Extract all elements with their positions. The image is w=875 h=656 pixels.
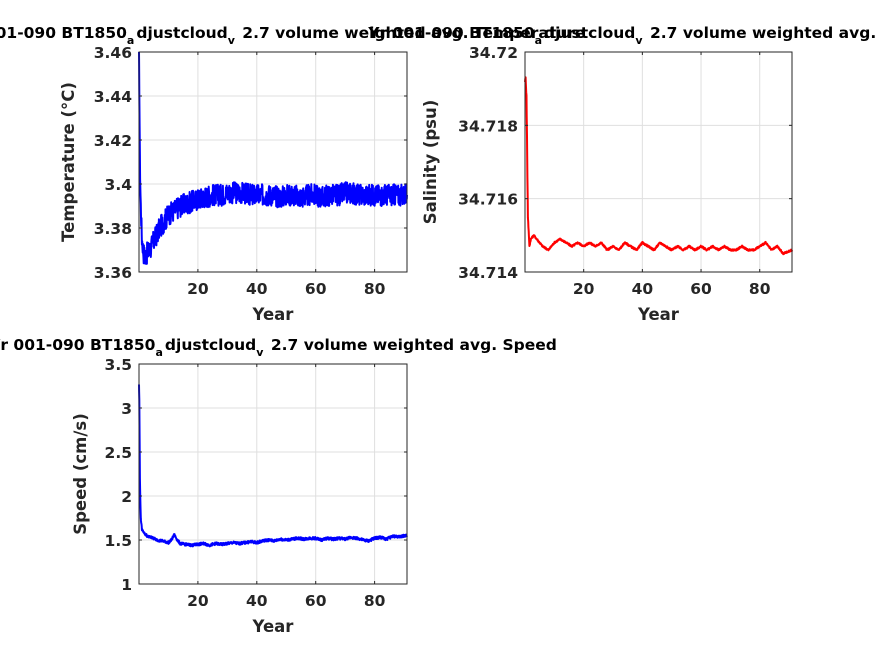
y-tick-label: 3.38 [94,220,132,238]
y-tick-label: 3.5 [105,356,132,374]
y-axis-label: Salinity (psu) [421,100,440,225]
y-tick-label: 3.4 [105,176,133,194]
axes-box [138,51,408,273]
series-line-1 [138,51,408,265]
x-tick-label: 60 [305,280,327,298]
y-tick-label: 3.44 [94,88,132,106]
y-tick-label: 3 [121,400,132,418]
plot-area [525,52,792,272]
x-tick-label: 40 [246,592,268,610]
x-tick-label: 20 [187,592,209,610]
y-tick-label: 34.718 [458,117,518,135]
y-tick-label: 1.5 [105,532,132,550]
y-tick-label: 1 [121,576,132,594]
x-tick-label: 20 [187,280,209,298]
x-tick-label: 80 [364,592,386,610]
x-axis-label: Year [252,617,295,636]
series-line-1 [138,384,408,548]
series-line-1 [524,76,793,256]
y-tick-label: 3.46 [94,44,132,62]
plot-area [139,364,407,584]
x-tick-label: 20 [573,280,595,298]
axes-box [524,51,793,273]
x-axis-label: Year [252,305,295,324]
y-tick-label: 34.714 [458,264,518,282]
x-tick-label: 60 [690,280,712,298]
y-tick-label: 3.36 [94,264,132,282]
y-axis-label: Temperature (°C) [59,82,78,242]
y-tick-label: 2 [121,488,132,506]
y-tick-label: 3.42 [94,132,132,150]
x-tick-label: 60 [305,592,327,610]
x-axis-label: Year [637,305,680,324]
y-tick-label: 34.72 [469,44,518,62]
x-tick-label: 40 [632,280,654,298]
chart-panel-3: 20 40 60 80 1 1.5 2 2.5 3 3.5 Year Speed (cm/s) Yr 0… [0,336,557,636]
y-tick-label: 2.5 [105,444,132,462]
y-tick-label: 34.716 [458,191,518,209]
x-tick-label: 80 [749,280,771,298]
x-tick-label: 80 [364,280,386,298]
chart-panel-2: 20 40 60 80 34.714 34.716 34.718 34.72 Year Salin… [367,24,875,324]
chart-panel-1: 20 40 60 80 3.36 3.38 3.4 3.42 3.44 3.46 Year Tempe… [0,24,585,324]
x-tick-label: 40 [246,280,268,298]
plot-area [139,52,407,272]
y-axis-label: Speed (cm/s) [71,413,90,535]
axes-box [138,363,408,585]
